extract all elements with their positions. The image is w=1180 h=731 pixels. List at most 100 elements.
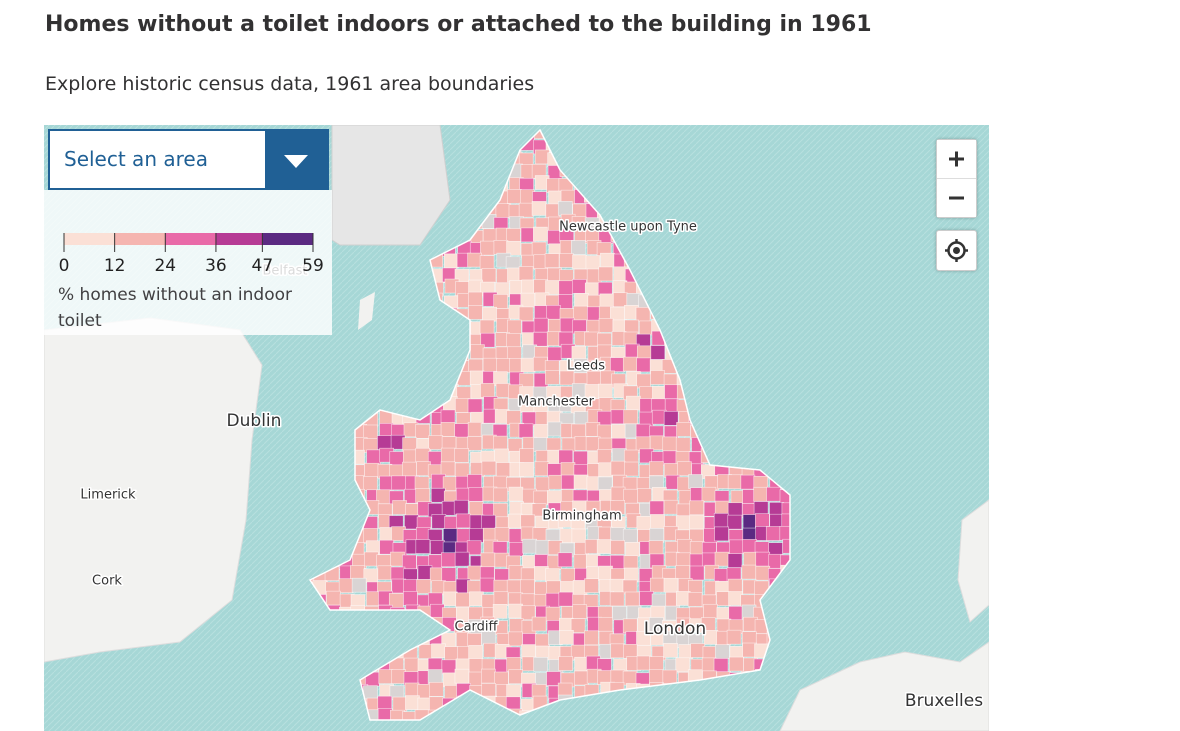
area-cell	[453, 499, 469, 515]
area-cell	[612, 606, 627, 621]
area-cell	[584, 331, 599, 347]
zoom-in[interactable]	[937, 140, 976, 178]
area-cell	[664, 384, 679, 400]
area-cell	[676, 422, 691, 437]
area-cell	[404, 514, 419, 530]
area-cell	[440, 409, 456, 425]
area-cell	[559, 253, 574, 268]
area-cell	[560, 568, 576, 583]
area-cell	[545, 370, 560, 385]
area-cell	[648, 669, 664, 684]
area-cell	[402, 461, 417, 477]
area-cell	[609, 578, 625, 594]
area-cell	[677, 461, 692, 476]
area-cell	[545, 592, 561, 608]
area-cell	[636, 655, 652, 671]
area-cell	[430, 540, 445, 555]
area-cell	[441, 567, 457, 583]
area-cell	[558, 449, 574, 465]
area-cell	[468, 501, 484, 516]
area-cell	[508, 631, 523, 647]
area-cell	[610, 643, 626, 659]
legend-tick-label: 24	[154, 256, 176, 276]
legend-scale: 0 12 24 36 47 59	[59, 233, 324, 276]
area-select[interactable]: Select an area	[48, 129, 329, 190]
area-cell	[574, 293, 589, 308]
area-cell	[755, 513, 770, 528]
area-cell	[507, 319, 522, 335]
area-cell	[558, 280, 574, 296]
area-cell	[662, 669, 678, 685]
area-cell	[456, 513, 471, 529]
area-cell	[610, 357, 625, 372]
area-cell	[610, 460, 626, 476]
area-cell	[649, 435, 665, 451]
area-cell	[468, 671, 484, 687]
area-cell	[506, 410, 521, 426]
area-cell	[509, 542, 524, 557]
area-cell	[649, 577, 665, 593]
area-cell	[573, 474, 589, 490]
area-cell	[598, 565, 613, 581]
area-cell	[430, 487, 446, 503]
area-cell	[481, 514, 496, 530]
area-cell	[650, 370, 665, 385]
dropdown-button[interactable]	[265, 131, 327, 188]
area-cell	[494, 448, 509, 464]
area-cell	[444, 253, 459, 269]
area-cell	[378, 669, 394, 684]
area-cell	[544, 253, 560, 269]
area-cell	[610, 409, 626, 425]
area-cell	[508, 486, 524, 502]
area-cell	[610, 486, 626, 502]
area-cell	[534, 149, 550, 165]
area-cell	[443, 591, 458, 607]
area-cell	[366, 449, 381, 465]
area-cell	[520, 227, 536, 243]
area-cell	[415, 539, 431, 554]
legend-label: % homes without an indoor toilet	[58, 285, 292, 331]
place-label: Bruxelles	[905, 691, 983, 711]
area-cell	[377, 565, 393, 581]
area-cell	[637, 488, 652, 503]
locate-button[interactable]	[936, 230, 977, 271]
area-cell	[481, 268, 497, 283]
map[interactable]: Newcastle upon Tyne Leeds Manchester Dublin…	[44, 125, 989, 731]
area-cell	[533, 317, 549, 333]
area-cell	[495, 383, 511, 398]
area-cell	[428, 682, 444, 697]
area-cell	[755, 565, 771, 581]
area-cell	[675, 515, 691, 531]
area-cell	[570, 618, 586, 633]
area-cell	[649, 528, 665, 543]
legend-swatch	[262, 233, 313, 245]
title: Homes without a toilet indoors or attach…	[45, 12, 872, 37]
area-cell	[689, 514, 704, 530]
area-cell	[533, 657, 548, 672]
legend-tick-label: 47	[252, 256, 274, 276]
area-cell	[440, 461, 456, 477]
area-cell	[596, 539, 612, 554]
area-cell	[469, 370, 485, 386]
area-cell	[624, 591, 640, 607]
area-cell	[626, 395, 641, 411]
continent	[779, 641, 989, 731]
area-cell	[363, 424, 378, 440]
area-cell	[546, 178, 561, 193]
area-cell	[622, 670, 638, 686]
area-cell	[507, 513, 523, 529]
area-cell	[493, 435, 508, 451]
area-cell	[675, 437, 691, 453]
area-cell	[493, 591, 509, 607]
area-cell	[613, 292, 628, 308]
area-cell	[742, 539, 757, 554]
area-cell	[468, 487, 484, 502]
area-cell	[480, 240, 495, 256]
area-cell	[454, 462, 470, 478]
area-cell	[403, 591, 418, 606]
area-cell	[467, 565, 483, 581]
area-cell	[713, 512, 729, 528]
area-cell	[506, 189, 522, 204]
zoom-out[interactable]	[937, 179, 976, 217]
